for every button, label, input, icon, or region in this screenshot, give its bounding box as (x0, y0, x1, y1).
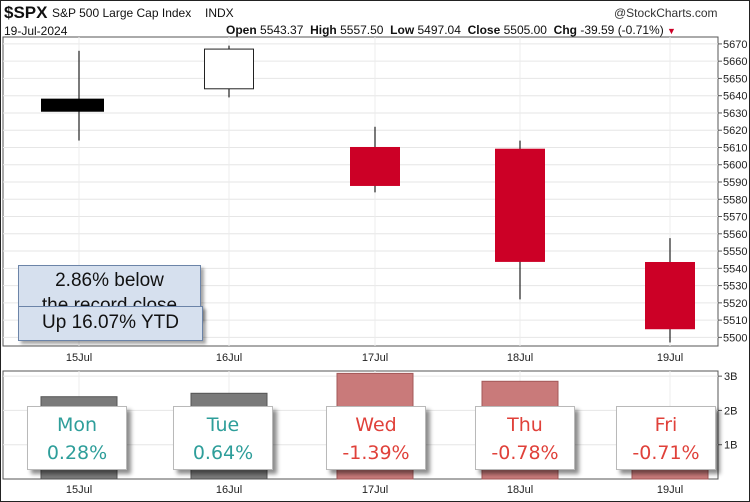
watermark: @StockCharts.com (614, 6, 718, 20)
day-change: 0.64% (192, 442, 254, 464)
low-label: Low (390, 23, 415, 37)
day-name: Mon (56, 414, 98, 436)
day-change: -0.78% (491, 442, 559, 464)
volume-tick-label: 2B (724, 405, 737, 417)
high-value: 5557.50 (340, 23, 384, 37)
day-box-mon: Mon 0.28% (27, 406, 127, 470)
ytd-text: Up 16.07% YTD (42, 312, 179, 333)
day-name: Tue (206, 414, 240, 436)
price-tick-label: 5650 (723, 73, 747, 85)
price-tick-label: 5630 (723, 108, 747, 120)
price-x-label: 18Jul (507, 352, 533, 364)
price-x-label: 15Jul (66, 352, 92, 364)
day-change: -1.39% (342, 442, 410, 464)
record-line-1: 2.86% below (55, 270, 164, 291)
volume-x-label: 17Jul (362, 484, 388, 496)
day-change: 0.28% (46, 442, 108, 464)
volume-x-label: 19Jul (657, 484, 683, 496)
open-value: 5543.37 (260, 23, 304, 37)
volume-x-label: 16Jul (216, 484, 242, 496)
price-tick-label: 5580 (723, 194, 747, 206)
candle-body (204, 48, 254, 90)
price-tick-label: 5600 (723, 160, 747, 172)
chart-date: 19-Jul-2024 (4, 24, 68, 38)
price-x-label: 16Jul (216, 352, 242, 364)
ytd-box: Up 16.07% YTD (18, 306, 203, 341)
day-box-thu: Thu -0.78% (475, 406, 575, 470)
day-box-tue: Tue 0.64% (173, 406, 273, 470)
index-name: S&P 500 Large Cap Index (52, 6, 192, 20)
exchange: INDX (205, 6, 234, 20)
price-tick-label: 5510 (723, 315, 747, 327)
high-label: High (310, 23, 337, 37)
candle-body (350, 146, 400, 186)
price-tick-label: 5610 (723, 142, 747, 154)
day-change: -0.71% (632, 442, 700, 464)
candle-body (495, 148, 545, 262)
price-tick-label: 5530 (723, 281, 747, 293)
day-box-fri: Fri -0.71% (616, 406, 716, 470)
chg-label: Chg (553, 23, 577, 37)
price-tick-label: 5560 (723, 229, 747, 241)
ohlc-readout: Open 5543.37 High 5557.50 Low 5497.04 Cl… (226, 23, 676, 37)
open-label: Open (226, 23, 257, 37)
volume-x-label: 18Jul (507, 484, 533, 496)
volume-tick-label: 3B (724, 371, 737, 383)
price-x-label: 17Jul (362, 352, 388, 364)
volume-x-label: 15Jul (66, 484, 92, 496)
price-tick-label: 5640 (723, 91, 747, 103)
price-tick-label: 5570 (723, 212, 747, 224)
low-value: 5497.04 (417, 23, 461, 37)
price-tick-label: 5500 (723, 332, 747, 344)
price-x-label: 19Jul (657, 352, 683, 364)
down-arrow-icon: ▼ (667, 26, 676, 36)
price-tick-label: 5620 (723, 125, 747, 137)
price-tick-label: 5540 (723, 263, 747, 275)
price-tick-label: 5590 (723, 177, 747, 189)
price-tick-label: 5550 (723, 246, 747, 258)
candle-body (645, 262, 695, 330)
day-box-wed: Wed -1.39% (326, 406, 426, 470)
day-name: Fri (654, 414, 678, 436)
price-tick-label: 5670 (723, 39, 747, 51)
day-name: Wed (355, 414, 397, 436)
day-name: Thu (507, 414, 543, 436)
candle-body (41, 98, 104, 112)
price-tick-label: 5660 (723, 56, 747, 68)
volume-tick-label: 1B (724, 440, 737, 452)
close-value: 5505.00 (503, 23, 547, 37)
chg-value: -39.59 (-0.71%) (580, 23, 664, 37)
price-tick-label: 5520 (723, 298, 747, 310)
close-label: Close (467, 23, 501, 37)
symbol: $SPX (4, 3, 48, 22)
